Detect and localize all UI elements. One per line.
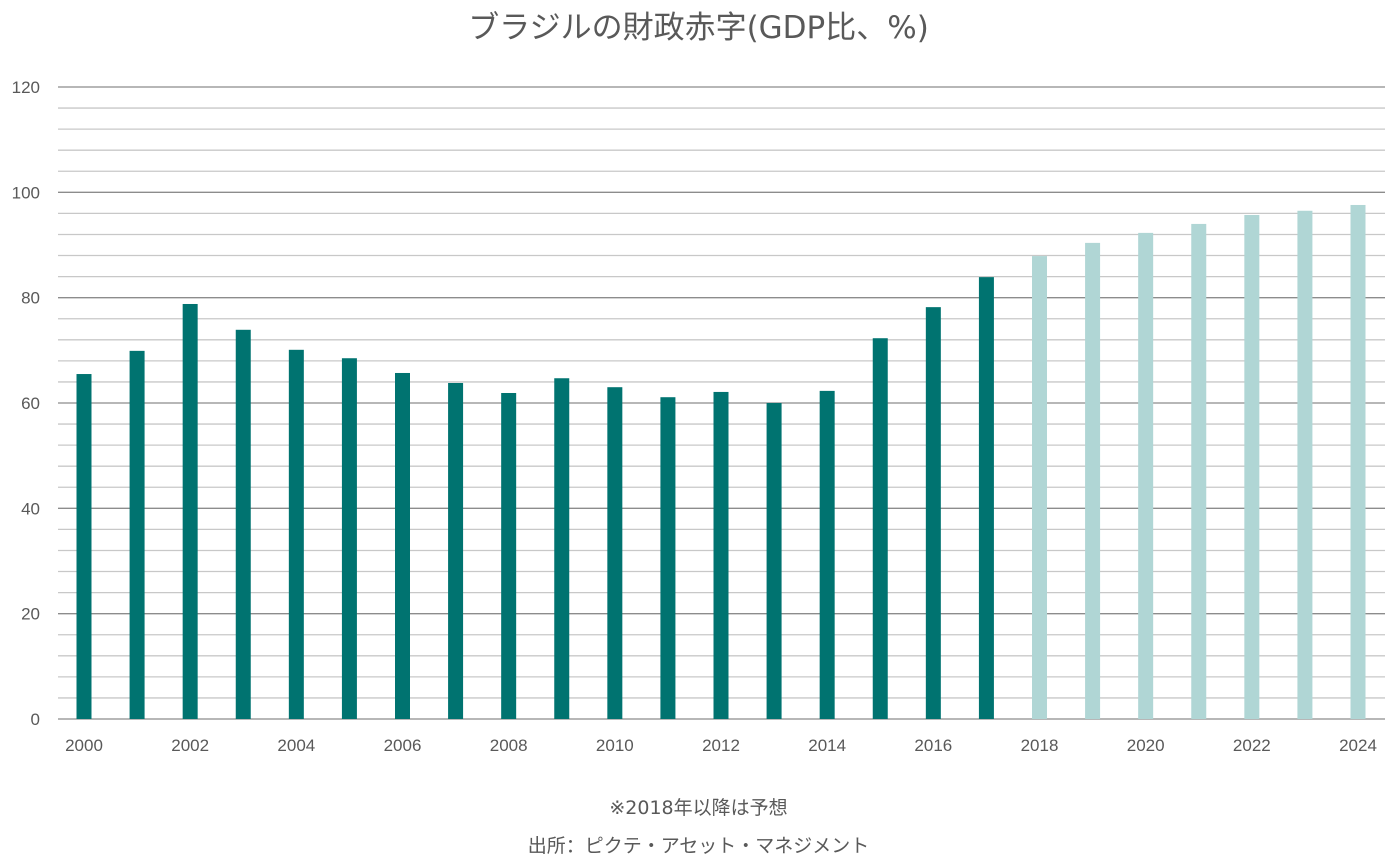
chart-title: ブラジルの財政赤字(GDP比、%): [468, 10, 929, 46]
actual-bar: [76, 374, 92, 719]
y-tick-label: 120: [12, 78, 40, 97]
x-tick-label: 2008: [490, 736, 528, 755]
actual-bar: [660, 397, 676, 719]
x-tick-label: 2002: [171, 736, 209, 755]
forecast-bar: [1297, 210, 1313, 719]
forecast-bar: [1244, 214, 1260, 720]
actual-bar: [501, 392, 517, 719]
actual-bar: [819, 390, 835, 719]
forecast-bar: [1085, 242, 1101, 720]
forecast-bar: [1138, 232, 1154, 720]
actual-bar: [872, 338, 888, 719]
actual-bar: [607, 387, 623, 719]
y-tick-label: 60: [21, 394, 40, 413]
actual-bar: [554, 378, 570, 719]
actual-bar: [978, 277, 994, 719]
actual-bar: [182, 303, 198, 719]
actual-bar: [448, 382, 464, 719]
actual-bar: [925, 307, 941, 719]
x-tick-label: 2004: [277, 736, 315, 755]
x-tick-label: 2006: [384, 736, 422, 755]
x-tick-label: 2012: [702, 736, 740, 755]
y-tick-label: 100: [12, 183, 40, 202]
y-tick-label: 40: [21, 499, 40, 518]
source-note: 出所：ピクテ・アセット・マネジメント: [527, 835, 870, 857]
y-tick-label: 80: [21, 289, 40, 308]
y-tick-label: 0: [31, 710, 40, 729]
forecast-bar: [1350, 204, 1366, 719]
x-tick-label: 2010: [596, 736, 634, 755]
x-tick-label: 2018: [1021, 736, 1059, 755]
forecast-bar: [1032, 256, 1047, 719]
actual-bar: [129, 350, 145, 719]
actual-bar: [395, 372, 410, 719]
y-tick-label: 20: [21, 605, 40, 624]
x-tick-label: 2024: [1339, 736, 1377, 755]
x-tick-label: 2014: [808, 736, 846, 755]
actual-bar: [341, 358, 357, 719]
x-tick-label: 2016: [914, 736, 952, 755]
actual-bar: [235, 329, 251, 719]
actual-bar: [288, 349, 304, 719]
forecast-bar: [1191, 223, 1207, 719]
actual-bar: [766, 403, 782, 719]
actual-bar: [713, 391, 729, 719]
forecast-note: ※2018年以降は予想: [609, 797, 788, 819]
bar-chart: 0 20 40 60 80 100 120 2000 2002 2004 2006 2008 2010 2…: [12, 78, 1385, 755]
x-tick-label: 2000: [65, 736, 103, 755]
x-tick-label: 2022: [1233, 736, 1271, 755]
x-tick-label: 2020: [1127, 736, 1165, 755]
